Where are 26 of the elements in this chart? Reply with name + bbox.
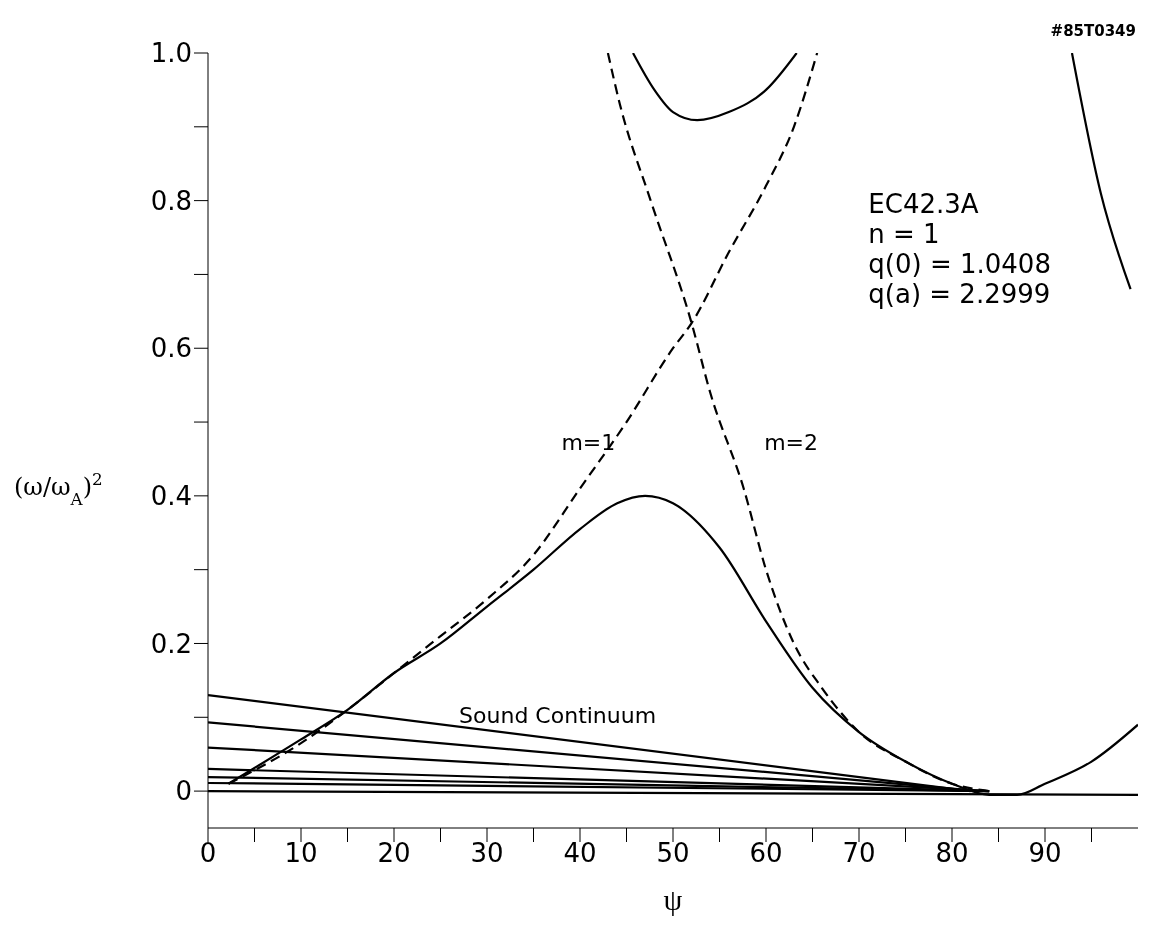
annotation: n = 1 <box>868 218 940 249</box>
x-tick-label: 70 <box>842 838 876 869</box>
annotation: EC42.3A <box>868 188 979 219</box>
x-tick-label: 20 <box>377 838 411 869</box>
y-tick-label: 0.4 <box>150 481 192 512</box>
y-tick-label: 1.0 <box>150 38 192 69</box>
x-tick-label: 80 <box>935 838 969 869</box>
x-axis-title: ψ <box>663 883 683 916</box>
x-tick-label: 90 <box>1028 838 1062 869</box>
annotation: q(a) = 2.2999 <box>868 278 1051 309</box>
x-tick-label: 40 <box>563 838 597 869</box>
annotation: Sound Continuum <box>459 703 657 729</box>
y-axis-title: (ω/ω$_{A}$)$^{2}$ <box>14 468 103 509</box>
x-tick-label: 50 <box>656 838 690 869</box>
y-tick-label: 0 <box>175 776 192 807</box>
x-tick-label: 30 <box>470 838 504 869</box>
annotation: m=1 <box>561 430 616 456</box>
x-tick-label: 0 <box>199 838 217 869</box>
x-tick-label: 10 <box>284 838 318 869</box>
annotation: m=2 <box>764 430 819 456</box>
text: #85T0349 <box>1050 22 1136 40</box>
annotation: q(0) = 1.0408 <box>868 248 1051 279</box>
x-tick-label: 60 <box>749 838 783 869</box>
y-tick-label: 0.2 <box>150 628 192 659</box>
y-tick-label: 0.6 <box>150 333 192 364</box>
y-tick-label: 0.8 <box>150 185 192 216</box>
